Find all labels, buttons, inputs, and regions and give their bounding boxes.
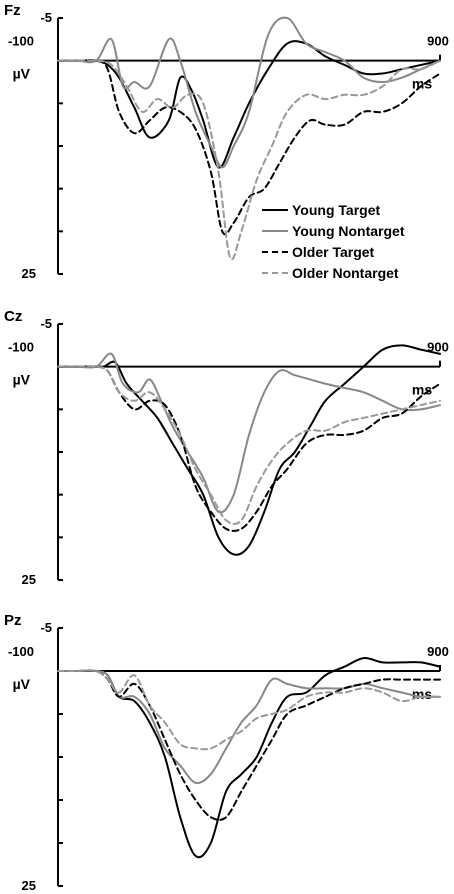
y-unit-label: µV bbox=[13, 676, 31, 692]
panel-title: Fz bbox=[4, 2, 21, 19]
legend-label: Young Nontarget bbox=[292, 223, 405, 239]
x-end-label: 900 bbox=[427, 644, 449, 659]
legend-label: Older Target bbox=[292, 244, 375, 260]
x-start-label: -100 bbox=[8, 340, 34, 355]
x-end-label: 900 bbox=[427, 34, 449, 49]
series-line-older-nontarget bbox=[57, 365, 441, 525]
y-top-label: -5 bbox=[40, 10, 52, 25]
x-unit-label: ms bbox=[412, 686, 432, 702]
y-bottom-label: 25 bbox=[22, 878, 36, 893]
series-line-older-target bbox=[57, 59, 441, 236]
y-bottom-label: 25 bbox=[22, 572, 36, 587]
y-unit-label: µV bbox=[13, 66, 31, 82]
series-line-young-target bbox=[57, 344, 441, 556]
legend-label: Young Target bbox=[292, 202, 380, 218]
legend-label: Older Nontarget bbox=[292, 265, 399, 281]
y-top-label: -5 bbox=[40, 316, 52, 331]
y-unit-label: µV bbox=[13, 372, 31, 388]
series-line-young-nontarget bbox=[57, 16, 441, 169]
panel-title: Cz bbox=[4, 308, 22, 325]
x-unit-label: ms bbox=[412, 382, 432, 398]
y-bottom-label: 25 bbox=[22, 266, 36, 281]
panel-title: Pz bbox=[4, 612, 22, 629]
y-top-label: -5 bbox=[40, 620, 52, 635]
x-start-label: -100 bbox=[8, 644, 34, 659]
series-line-older-target bbox=[57, 669, 441, 821]
series-line-young-nontarget bbox=[57, 352, 441, 514]
x-end-label: 900 bbox=[427, 340, 449, 355]
series-line-young-target bbox=[57, 40, 441, 169]
series-line-older-nontarget bbox=[57, 669, 441, 751]
series-line-older-nontarget bbox=[57, 59, 441, 261]
x-start-label: -100 bbox=[8, 34, 34, 49]
x-unit-label: ms bbox=[412, 76, 432, 92]
